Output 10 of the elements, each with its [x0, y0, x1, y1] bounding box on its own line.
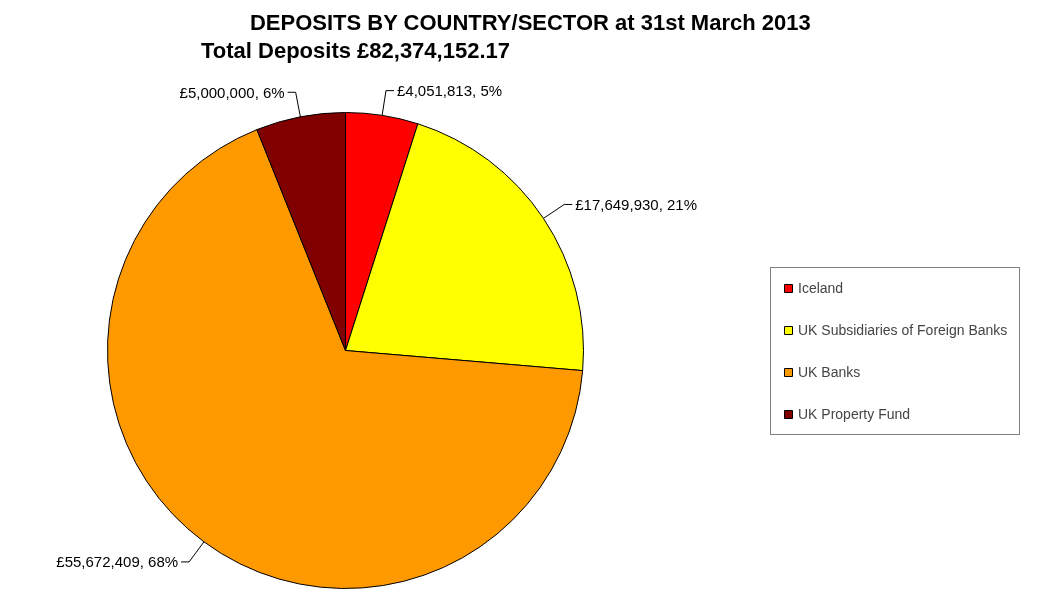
legend-label: UK Property Fund	[798, 406, 911, 422]
chart-subtitle: Total Deposits £82,374,152.17	[201, 38, 510, 63]
legend-label: UK Subsidiaries of Foreign Banks	[798, 322, 1008, 338]
data-label: £55,672,409, 68%	[56, 553, 179, 571]
chart-title: DEPOSITS BY COUNTRY/SECTOR at 31st March 2013	[249, 10, 811, 35]
data-label: £4,051,813, 5%	[396, 82, 503, 100]
legend-label: Iceland	[798, 280, 844, 296]
legend-label: UK Banks	[798, 364, 861, 380]
data-label: £17,649,930, 21%	[575, 195, 698, 213]
data-label: £5,000,000, 6%	[179, 83, 285, 101]
